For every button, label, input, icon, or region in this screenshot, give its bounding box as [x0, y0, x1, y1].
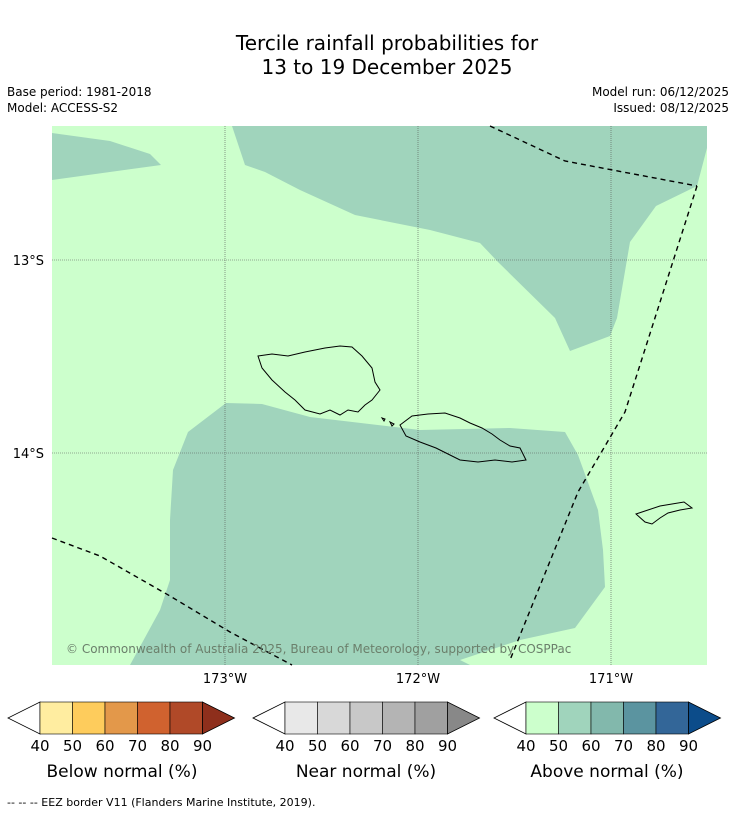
issued-date: Issued: 08/12/2025: [613, 101, 729, 115]
colorbar-above-tick: 70: [614, 737, 633, 755]
colorbar-below-segment: [104, 701, 138, 735]
island-savaii: [257, 345, 381, 416]
colorbar-above-segment: [558, 701, 592, 735]
colorbar-near-tick: 80: [405, 737, 424, 755]
colorbar-above-tick: 80: [646, 737, 665, 755]
eez-border-north: [489, 125, 698, 187]
colorbar-above-tick: 90: [679, 737, 698, 755]
island-tutuila: [635, 501, 694, 525]
eez-border-east: [509, 185, 698, 661]
eez-border-southwest: [51, 537, 293, 666]
footnote: -- -- -- EEZ border V11 (Flanders Marine…: [7, 796, 316, 809]
colorbar-label-above: Above normal (%): [530, 762, 684, 782]
model-name: Model: ACCESS-S2: [7, 101, 119, 115]
eez-borders: [51, 125, 698, 666]
colorbar-above-segment: [623, 701, 657, 735]
lat-label-13s: 13°S: [13, 254, 44, 269]
colorbar-near-tick: 50: [308, 737, 327, 755]
colorbar-below-tick: 90: [193, 737, 212, 755]
colorbar-near-segment: [382, 701, 416, 735]
chart-title: Tercile rainfall probabilities for 13 to…: [0, 31, 736, 79]
colorbar-near-segment: [317, 701, 351, 735]
colorbar-below-tick: 80: [160, 737, 179, 755]
lon-label-173w: 173°W: [203, 672, 247, 687]
model-run: Model run: 06/12/2025: [591, 85, 729, 99]
colorbar-below-tick: 70: [128, 737, 147, 755]
colorbar-near-segment: [414, 701, 448, 735]
colorbar-below-segment: [72, 701, 106, 735]
islands: [257, 345, 694, 525]
region-above-50-top-band: [232, 126, 707, 351]
meta-right: Model run: 06/12/2025 Issued: 08/12/2025: [592, 84, 729, 116]
colorbar-below-segment: [169, 701, 203, 735]
title-line-1: Tercile rainfall probabilities for: [235, 31, 539, 55]
colorbar-near-left-extend: [252, 701, 286, 735]
colorbar-above-left-extend: [493, 701, 527, 735]
colorbar-below-left-extend: [7, 701, 41, 735]
colorbar-near-tick: 90: [438, 737, 457, 755]
colorbar-label-below: Below normal (%): [46, 762, 198, 782]
colorbar-above-tick: 40: [516, 737, 535, 755]
colorbar-below-segment: [137, 701, 171, 735]
lat-label-14s: 14°S: [13, 447, 44, 462]
lon-label-171w: 171°W: [589, 672, 633, 687]
colorbar-below-tick: 60: [95, 737, 114, 755]
island-small-1: [388, 420, 395, 427]
copyright-text: © Commonwealth of Australia 2025, Bureau…: [66, 642, 571, 656]
colorbar-above-right-extend: [688, 701, 722, 735]
lon-label-172w: 172°W: [396, 672, 440, 687]
colorbar-below-tick: 40: [30, 737, 49, 755]
colorbar-near-tick: 40: [275, 737, 294, 755]
region-above-50-south: [130, 403, 605, 665]
base-period: Base period: 1981-2018: [7, 85, 152, 99]
meta-left: Base period: 1981-2018 Model: ACCESS-S2: [7, 84, 152, 116]
colorbar-below-right-extend: [202, 701, 236, 735]
title-line-2: 13 to 19 December 2025: [261, 55, 513, 79]
colorbar-above-segment: [525, 701, 559, 735]
colorbar-near-segment: [284, 701, 318, 735]
colorbar-near-right-extend: [447, 701, 481, 735]
island-upolu: [399, 412, 527, 463]
colorbar-above-segment: [655, 701, 689, 735]
region-above-50-top-left: [52, 133, 161, 180]
island-small-2: [380, 417, 386, 422]
colorbar-below-tick: 50: [63, 737, 82, 755]
colorbar-below-segment: [39, 701, 73, 735]
probability-regions: [52, 126, 707, 665]
colorbar-near-segment: [349, 701, 383, 735]
colorbar-above-tick: 50: [549, 737, 568, 755]
map: 13°S 14°S 173°W 172°W 171°W © Commonweal…: [13, 125, 707, 687]
colorbars: 40 50 60 70 80 90 40 50 60 70 80 90 40 50 60 70 80 90: [7, 701, 722, 755]
colorbar-above-tick: 60: [581, 737, 600, 755]
colorbar-label-near: Near normal (%): [295, 762, 437, 782]
colorbar-above-segment: [590, 701, 624, 735]
colorbar-near-tick: 70: [373, 737, 392, 755]
colorbar-near-tick: 60: [340, 737, 359, 755]
